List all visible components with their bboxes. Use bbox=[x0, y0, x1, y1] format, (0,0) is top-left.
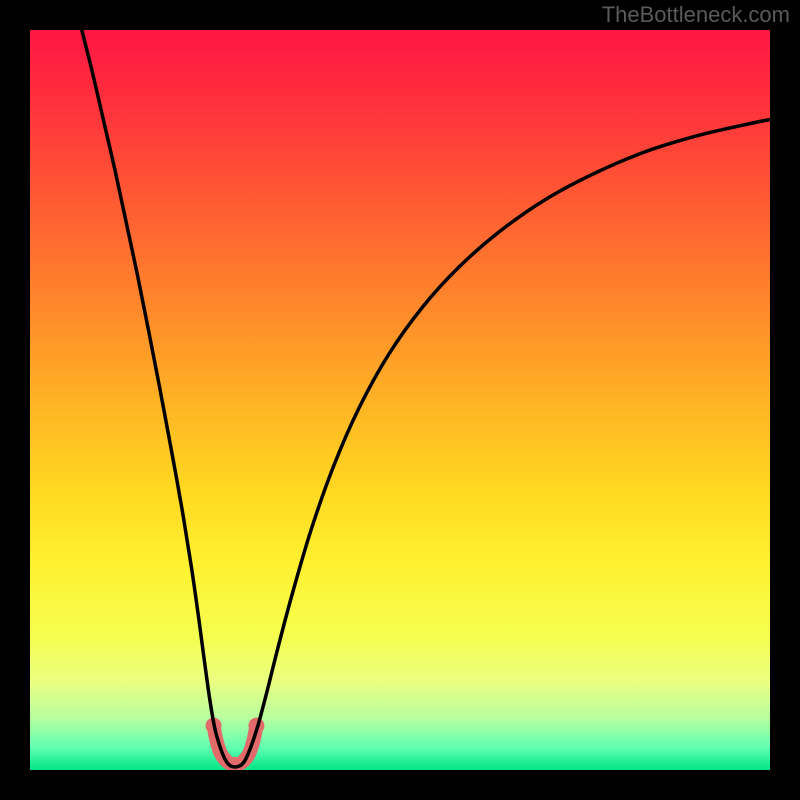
chart-container: { "watermark_text": "TheBottleneck.com",… bbox=[0, 0, 800, 800]
watermark-text: TheBottleneck.com bbox=[602, 2, 790, 28]
bottleneck-curve-chart bbox=[0, 0, 800, 800]
chart-gradient-background bbox=[30, 30, 770, 770]
